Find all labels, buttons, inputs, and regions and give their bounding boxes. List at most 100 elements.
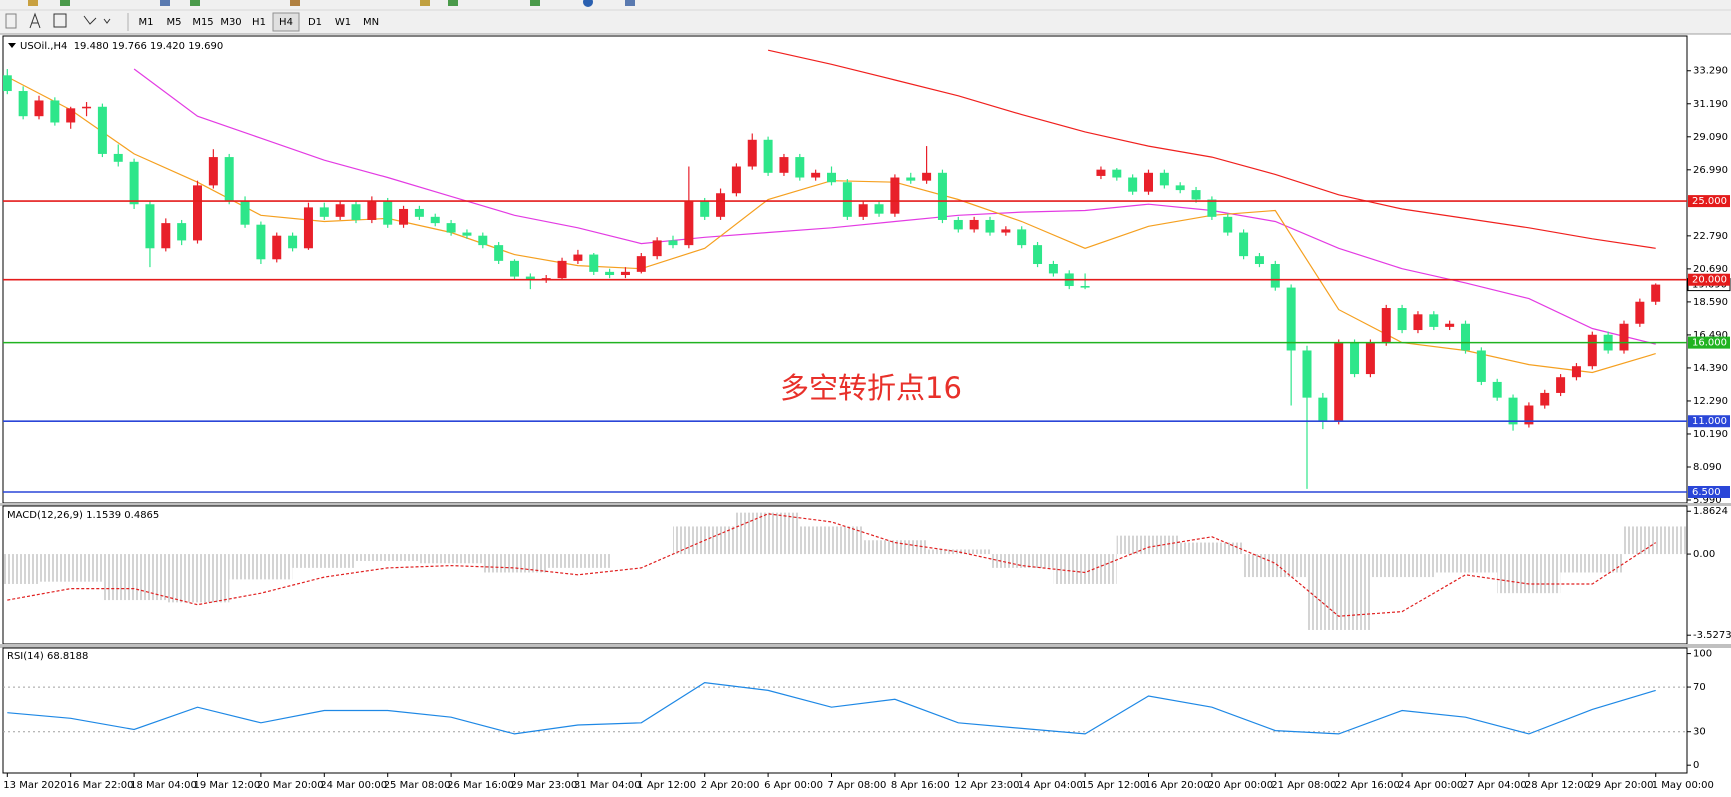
x-tick-label: 26 Mar 16:00	[447, 780, 514, 791]
candle-body	[113, 153, 123, 162]
level-label-box	[1688, 415, 1730, 428]
macd-histogram-bar	[799, 526, 864, 555]
candle-body	[303, 207, 313, 249]
label-tool-icon[interactable]	[53, 13, 67, 28]
candle-body	[1302, 350, 1312, 398]
timeframe-label[interactable]: H4	[279, 17, 293, 28]
candle-body	[367, 201, 377, 220]
candle-body	[795, 157, 805, 178]
candle-body	[1080, 286, 1090, 288]
candle-body	[1128, 177, 1138, 192]
level-label: 16.000	[1692, 338, 1727, 349]
panel-separator	[0, 503, 1731, 506]
timeframe-label[interactable]: M1	[139, 17, 154, 28]
y-tick-label: 18.590	[1693, 297, 1728, 308]
candle-body	[462, 232, 472, 236]
candle-body	[605, 271, 615, 276]
candle-body	[1096, 169, 1106, 176]
timeframe-label[interactable]: D1	[308, 17, 322, 28]
candle-body	[890, 177, 900, 214]
candle-body	[636, 256, 646, 272]
y-tick-label: 20.690	[1693, 264, 1728, 275]
arrows-tool-icon[interactable]	[83, 15, 111, 25]
timeframe-label[interactable]: W1	[335, 17, 351, 28]
candle-body	[1033, 245, 1043, 264]
timeframe-label[interactable]: MN	[363, 17, 379, 28]
macd-histogram-bar	[1180, 542, 1244, 555]
candle-body	[399, 208, 409, 225]
icon[interactable]	[530, 0, 540, 6]
x-tick-label: 13 Mar 2020	[3, 780, 66, 791]
level-label: 11.000	[1692, 416, 1727, 427]
candle-body	[494, 245, 504, 261]
candle-body	[842, 182, 852, 217]
candle-body	[716, 193, 726, 217]
macd-header: MACD(12,26,9) 1.1539 0.4865	[7, 510, 159, 521]
macd-histogram-bar	[1433, 554, 1498, 573]
candle-body	[1144, 172, 1153, 192]
x-tick-label: 29 Apr 20:00	[1588, 780, 1653, 791]
panel-separator	[0, 644, 1731, 648]
candle-body	[922, 172, 932, 181]
candle-body	[82, 106, 92, 109]
x-tick-label: 22 Apr 16:00	[1335, 780, 1400, 791]
icon[interactable]	[583, 0, 593, 7]
x-tick-label: 1 Apr 12:00	[637, 780, 696, 791]
icon[interactable]	[625, 0, 635, 6]
icon[interactable]	[290, 0, 300, 6]
candle-body	[1365, 342, 1375, 375]
candle-body	[430, 216, 440, 224]
timeframe-label[interactable]: H1	[252, 17, 266, 28]
candle-body	[1112, 169, 1122, 178]
x-tick-label: 25 Mar 08:00	[384, 780, 451, 791]
level-label-box	[1688, 485, 1730, 498]
toolbar-icons	[5, 0, 635, 29]
main-panel	[2, 35, 1688, 504]
timeframe-label[interactable]: M30	[220, 17, 241, 28]
x-tick-label: 6 Apr 00:00	[764, 780, 823, 791]
y-tick-label: 22.790	[1693, 231, 1728, 242]
x-tick-label: 12 Apr 23:00	[954, 780, 1019, 791]
macd-area	[3, 512, 1687, 630]
timeframe-label[interactable]: M15	[192, 17, 213, 28]
y-tick-label: 0	[1693, 760, 1699, 771]
macd-histogram-bar	[990, 554, 1054, 568]
x-tick-label: 31 Mar 04:00	[574, 780, 641, 791]
icon[interactable]	[420, 0, 430, 6]
macd-histogram-bar	[863, 540, 927, 555]
candle-body	[969, 219, 979, 230]
collapse-arrow[interactable]	[8, 43, 16, 48]
icon[interactable]	[5, 13, 17, 29]
candle-body	[1318, 397, 1328, 422]
x-tick-label: 16 Mar 22:00	[67, 780, 134, 791]
icon[interactable]	[190, 0, 200, 6]
y-tick-label: 8.090	[1693, 462, 1722, 473]
candle-body	[1651, 284, 1661, 302]
macd-histogram-bar	[102, 554, 166, 601]
timeframe-label[interactable]: M5	[167, 17, 182, 28]
moving-average	[133, 68, 1656, 345]
candle-body	[700, 201, 710, 217]
macd-histogram-bar	[1560, 554, 1624, 573]
candle-body	[3, 75, 12, 92]
macd-histogram-bar	[1624, 526, 1687, 555]
text-tool-icon[interactable]	[29, 12, 41, 29]
candle-body	[953, 219, 963, 230]
y-tick-label: 29.090	[1693, 132, 1728, 143]
macd-histogram-bar	[1370, 554, 1434, 578]
icon[interactable]	[28, 0, 38, 6]
y-tick-label: 5.990	[1693, 495, 1722, 506]
moving-average	[767, 49, 1656, 249]
candle-body	[779, 157, 789, 173]
icon[interactable]	[60, 0, 70, 6]
x-tick-label: 1 May 00:00	[1652, 780, 1714, 791]
icon[interactable]	[160, 0, 170, 6]
macd-histogram-bar	[165, 554, 230, 603]
level-label: 25.000	[1692, 196, 1727, 207]
macd-histogram-bar	[419, 554, 483, 564]
timeframe-bar: M1 M5 M15 M30 H1 H4 D1 W1 MN	[127, 12, 379, 32]
timeframe-button[interactable]	[272, 12, 300, 32]
candle-body	[66, 108, 76, 123]
icon[interactable]	[448, 0, 458, 6]
candle-body	[478, 235, 488, 246]
